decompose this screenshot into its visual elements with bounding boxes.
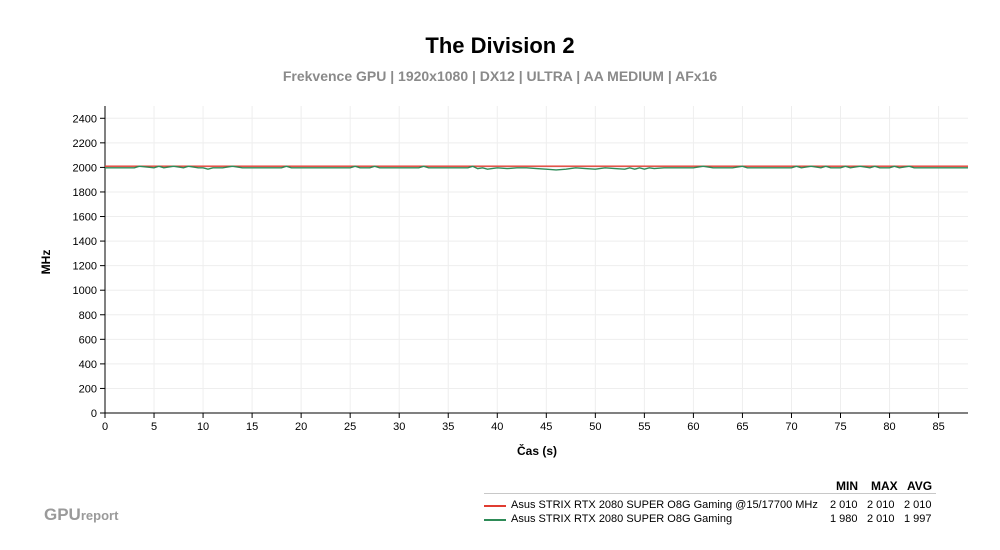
y-tick-label: 200 [79, 383, 97, 395]
legend-avg-value: 1 997 [904, 513, 932, 525]
x-tick-label: 85 [932, 421, 944, 433]
series-line-2 [105, 165, 968, 171]
chart-title: The Division 2 [425, 33, 575, 58]
legend-series-name: Asus STRIX RTX 2080 SUPER O8G Gaming @15… [511, 499, 818, 511]
gpureport-logo: GPUreport [44, 505, 119, 524]
legend-header-min: MIN [836, 479, 858, 493]
x-tick-label: 55 [638, 421, 650, 433]
y-tick-label: 2000 [73, 162, 97, 174]
legend-min-value: 1 980 [830, 513, 858, 525]
y-tick-label: 2400 [73, 113, 97, 125]
x-tick-label: 60 [687, 421, 699, 433]
y-tick-label: 2200 [73, 138, 97, 150]
y-tick-label: 800 [79, 310, 97, 322]
x-tick-label: 65 [736, 421, 748, 433]
x-tick-label: 0 [102, 421, 108, 433]
legend-min-value: 2 010 [830, 499, 858, 511]
x-tick-label: 40 [491, 421, 503, 433]
legend-max-value: 2 010 [867, 513, 895, 525]
legend-header-max: MAX [871, 479, 898, 493]
y-tick-label: 1000 [73, 285, 97, 297]
legend-row: Asus STRIX RTX 2080 SUPER O8G Gaming 1 9… [484, 513, 944, 527]
legend-divider [484, 493, 936, 494]
x-tick-label: 25 [344, 421, 356, 433]
x-axis-label: Čas (s) [517, 443, 557, 458]
legend-header-avg: AVG [907, 479, 933, 493]
y-tick-label: 600 [79, 334, 97, 346]
x-tick-label: 45 [540, 421, 552, 433]
x-tick-label: 50 [589, 421, 601, 433]
x-tick-label: 75 [834, 421, 846, 433]
y-tick-label: 1600 [73, 212, 97, 224]
chart-subtitle: Frekvence GPU | 1920x1080 | DX12 | ULTRA… [282, 68, 718, 84]
legend-swatch [484, 519, 506, 521]
x-tick-label: 5 [151, 421, 157, 433]
y-axis-label: MHz [39, 250, 53, 275]
legend-swatch [484, 505, 506, 507]
legend-max-value: 2 010 [867, 499, 895, 511]
y-tick-label: 1800 [73, 187, 97, 199]
x-tick-label: 15 [246, 421, 258, 433]
x-tick-label: 35 [442, 421, 454, 433]
y-tick-label: 0 [91, 408, 97, 420]
x-tick-label: 80 [883, 421, 895, 433]
y-tick-label: 1400 [73, 236, 97, 248]
x-tick-label: 10 [197, 421, 209, 433]
legend-series-name: Asus STRIX RTX 2080 SUPER O8G Gaming [511, 513, 733, 525]
x-tick-label: 70 [785, 421, 797, 433]
y-tick-label: 400 [79, 359, 97, 371]
legend-row: Asus STRIX RTX 2080 SUPER O8G Gaming @15… [484, 499, 944, 513]
legend-avg-value: 2 010 [904, 499, 932, 511]
y-tick-label: 1200 [73, 261, 97, 273]
x-tick-label: 20 [295, 421, 307, 433]
x-tick-label: 30 [393, 421, 405, 433]
